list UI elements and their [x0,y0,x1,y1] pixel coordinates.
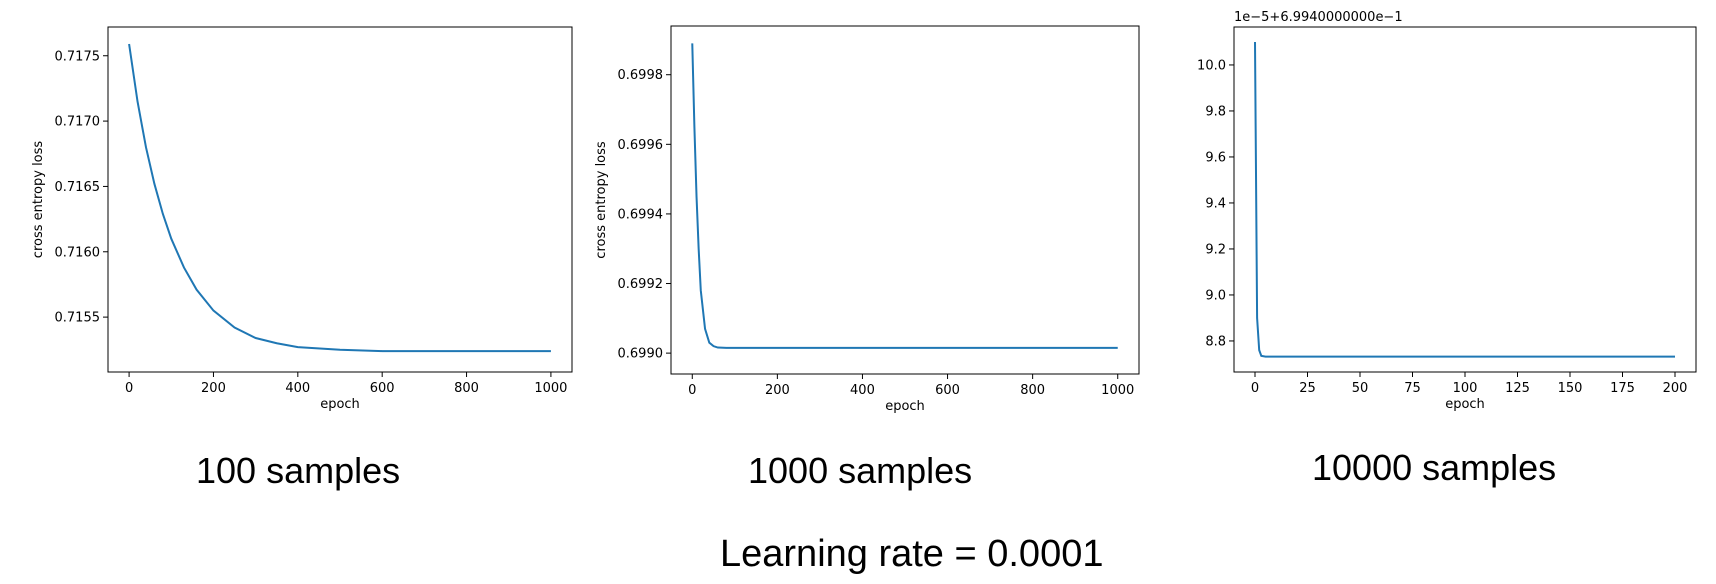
y-tick-label-2-3: 9.4 [1205,196,1226,211]
y-tick-label-1-0: 0.6990 [618,347,664,362]
x-tick-label-2-4: 100 [1453,381,1478,396]
x-tick-label-2-3: 75 [1404,381,1421,396]
x-axis-label-1: epoch [885,399,925,414]
y-tick-label-0-1: 0.7160 [55,245,101,260]
x-tick-label-2-8: 200 [1663,381,1688,396]
y-tick-label-2-0: 8.8 [1205,334,1226,349]
y-tick-label-2-6: 10.0 [1197,58,1226,73]
x-axis-label-0: epoch [320,397,360,412]
x-tick-label-2-0: 0 [1251,381,1259,396]
y-tick-label-2-2: 9.2 [1205,242,1226,257]
x-tick-label-1-3: 600 [935,383,960,398]
learning-rate-caption: Learning rate = 0.0001 [720,533,1104,575]
x-tick-label-1-2: 400 [850,383,875,398]
y-tick-label-2-5: 9.8 [1205,104,1226,119]
caption-10000-samples: 10000 samples [1312,447,1557,488]
y-tick-label-0-4: 0.7175 [55,49,101,64]
y-tick-label-0-2: 0.7165 [55,180,101,195]
x-tick-label-0-4: 800 [454,381,479,396]
x-tick-label-2-1: 25 [1299,381,1316,396]
x-tick-label-2-5: 125 [1505,381,1530,396]
series-line-2-0 [1254,41,1675,358]
x-tick-label-0-5: 1000 [534,381,567,396]
y-axis-label-1: cross entropy loss [594,141,609,259]
x-tick-label-0-2: 400 [285,381,310,396]
x-tick-label-0-0: 0 [125,381,133,396]
series-line-0-0 [128,43,551,353]
chart-2: 0 25 50 75 100 125 150 175 200 8.8 9.0 9.2 9.4 9.6 9.8… [1197,10,1697,412]
y-tick-label-0-0: 0.7155 [55,311,101,326]
y-tick-label-2-1: 9.0 [1205,288,1226,303]
y-tick-label-1-2: 0.6994 [618,207,664,222]
y-axis-label-0: cross entropy loss [31,141,46,259]
x-tick-label-2-6: 150 [1558,381,1583,396]
x-tick-label-1-1: 200 [765,383,790,398]
plot-frame-1 [670,25,1140,375]
y-tick-label-0-3: 0.7170 [55,115,101,130]
series-line-1-0 [691,43,1118,349]
x-axis-label-2: epoch [1445,397,1485,412]
plot-frame-0 [107,26,573,373]
x-tick-label-1-4: 800 [1020,383,1045,398]
caption-1000-samples: 1000 samples [748,450,973,491]
x-tick-label-2-2: 50 [1352,381,1369,396]
chart-0: 0 200 400 600 800 1000 0.7155 0.7160 0.7165 0.717… [31,26,573,412]
y-tick-label-1-3: 0.6996 [618,138,664,153]
y-tick-label-1-4: 0.6998 [618,68,664,83]
caption-100-samples: 100 samples [196,450,401,491]
x-tick-label-1-5: 1000 [1101,383,1134,398]
x-tick-label-0-1: 200 [201,381,226,396]
y-tick-label-2-4: 9.6 [1205,150,1226,165]
x-tick-label-2-7: 175 [1610,381,1635,396]
x-tick-label-0-3: 600 [370,381,395,396]
y-tick-label-1-1: 0.6992 [618,277,664,292]
chart-1: 0 200 400 600 800 1000 0.6990 0.6992 0.6994 0.699… [594,25,1140,414]
axis-offset-text-2: 1e−5+6.9940000000e−1 [1234,10,1403,25]
x-tick-label-1-0: 0 [688,383,696,398]
plot-frame-2 [1233,26,1697,373]
